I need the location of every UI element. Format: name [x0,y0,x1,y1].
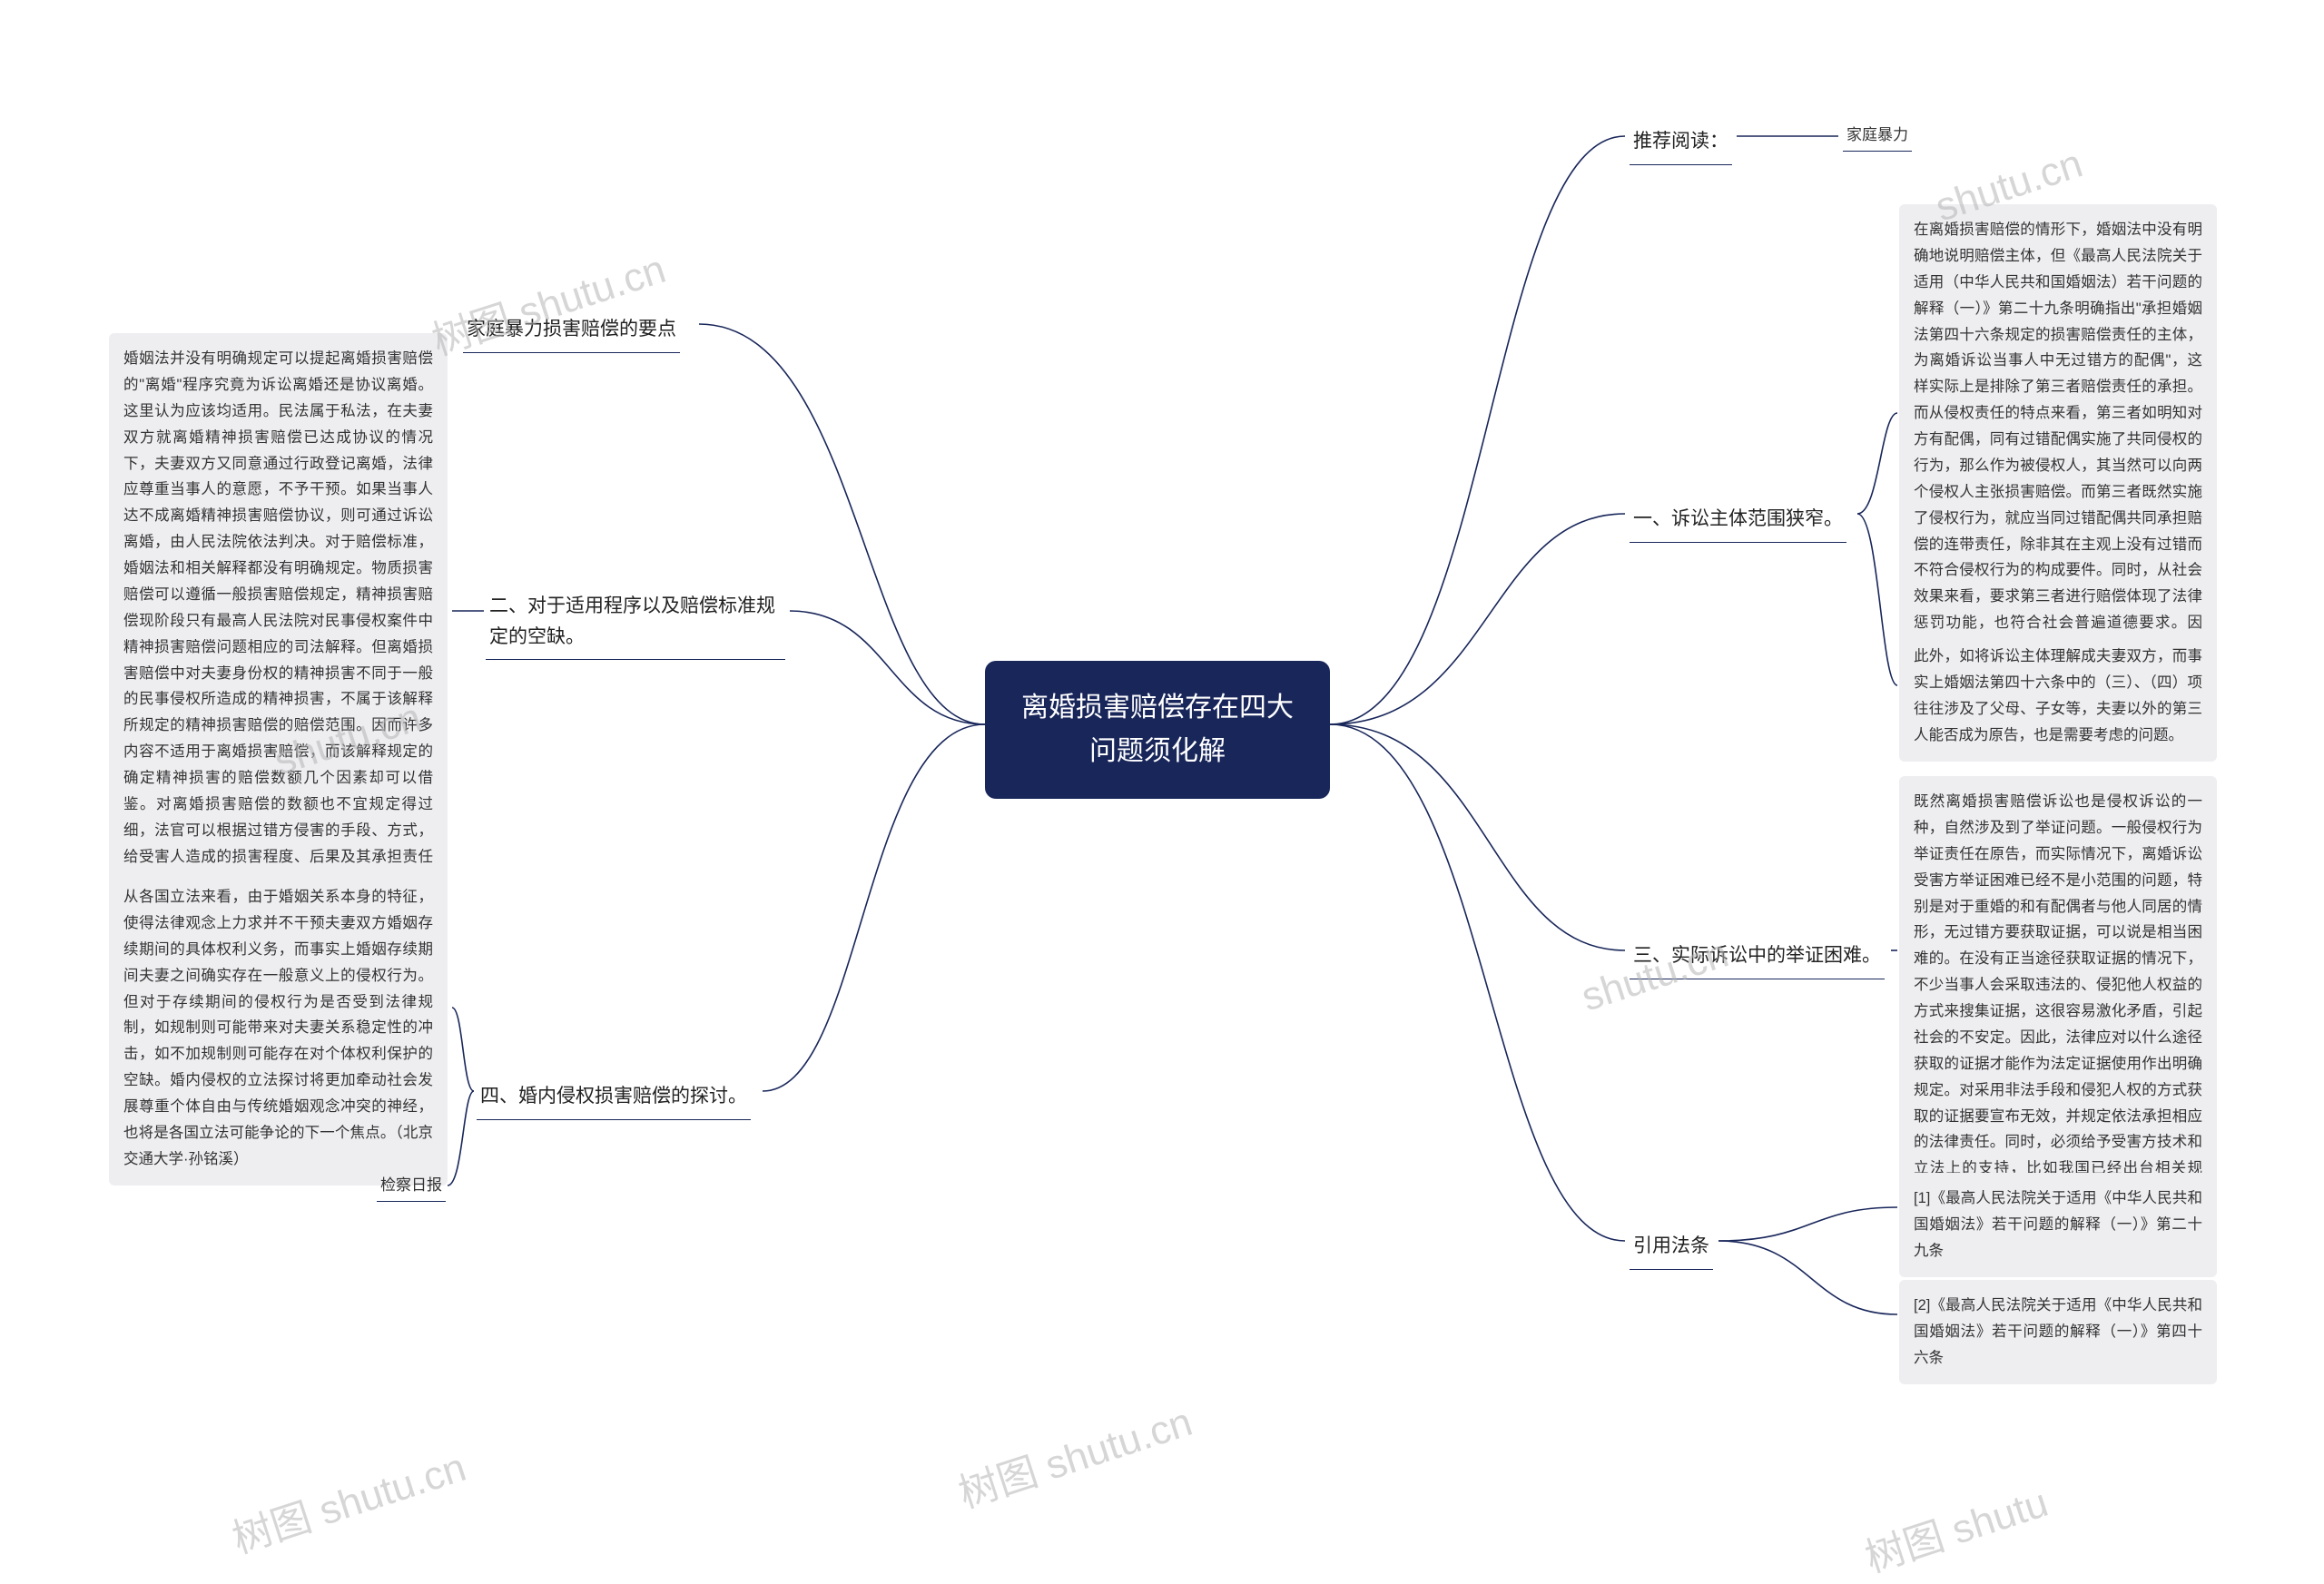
center-node[interactable]: 离婚损害赔偿存在四大问题须化解 [985,661,1330,799]
watermark: 树图 shutu.cn [950,1389,1198,1519]
detail-right-1b[interactable]: 此外，如将诉讼主体理解成夫妻双方，而事实上婚姻法第四十六条中的（三）、（四）项往… [1899,631,2217,762]
leaf-jiancha[interactable]: 检察日报 [377,1171,446,1202]
branch-right-3[interactable]: 引用法条 [1630,1225,1713,1270]
mindmap-canvas: 离婚损害赔偿存在四大问题须化解 家庭暴力损害赔偿的要点 二、对于适用程序以及赔偿… [0,0,2324,1514]
branch-left-1[interactable]: 家庭暴力损害赔偿的要点 [463,309,680,353]
detail-left-3[interactable]: 从各国立法来看，由于婚姻关系本身的特征，使得法律观念上力求并不干预夫妻双方婚姻存… [109,871,448,1186]
detail-left-2[interactable]: 婚姻法并没有明确规定可以提起离婚损害赔偿的"离婚"程序究竟为诉讼离婚还是协议离婚… [109,333,448,935]
branch-right-2[interactable]: 三、实际诉讼中的举证困难。 [1630,935,1885,979]
branch-left-3[interactable]: 四、婚内侵权损害赔偿的探讨。 [477,1076,751,1120]
watermark: 树图 shutu.cn [224,1434,472,1564]
branch-right-1[interactable]: 一、诉讼主体范围狭窄。 [1630,498,1846,543]
detail-right-3a[interactable]: [1]《最高人民法院关于适用《中华人民共和国婚姻法》若干问题的解释（一）》第二十… [1899,1173,2217,1277]
branch-right-0[interactable]: 推荐阅读： [1630,121,1732,165]
detail-right-3b[interactable]: [2]《最高人民法院关于适用《中华人民共和国婚姻法》若干问题的解释（一）》第四十… [1899,1280,2217,1384]
watermark: 树图 shutu [1856,1470,2053,1583]
branch-left-2[interactable]: 二、对于适用程序以及赔偿标准规定的空缺。 [486,585,785,660]
leaf-family-violence[interactable]: 家庭暴力 [1843,121,1912,152]
